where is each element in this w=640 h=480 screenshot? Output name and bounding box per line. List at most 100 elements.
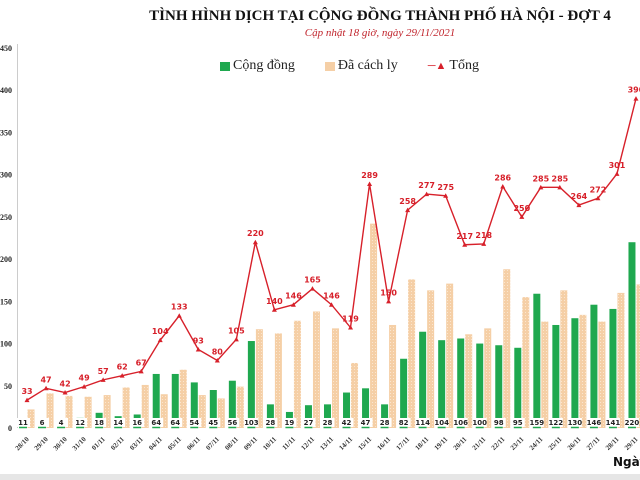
- x-tick-label: 16/11: [376, 435, 393, 452]
- data-label-total: 47: [40, 375, 51, 384]
- legend-item-quarantined: Đã cách ly: [324, 58, 398, 74]
- data-label-bg: [453, 418, 468, 427]
- data-label-bg: [377, 418, 392, 427]
- data-label-bg: [187, 418, 202, 427]
- bar-community: [457, 338, 465, 428]
- data-label-bg: [567, 418, 582, 427]
- point-total: [424, 191, 430, 197]
- data-label-bg: [510, 418, 525, 427]
- bar-quarantined: [598, 321, 606, 428]
- data-label-bg: [54, 418, 69, 427]
- x-tick-label: 13/11: [319, 435, 336, 452]
- data-label-community: 28: [380, 419, 390, 427]
- chart-title: TÌNH HÌNH DỊCH TẠI CỘNG ĐỒNG THÀNH PHỐ H…: [149, 8, 611, 24]
- legend-marker-total-icon: ─▲: [427, 60, 447, 72]
- bar-quarantined: [46, 393, 54, 428]
- bar-community: [190, 382, 198, 428]
- chart-subtitle: Cập nhật 18 giờ, ngày 29/11/2021: [304, 27, 456, 39]
- bar-quarantined: [503, 269, 511, 428]
- bar-quarantined: [331, 328, 339, 428]
- bar-quarantined: [255, 329, 263, 428]
- data-label-bg: [225, 418, 240, 427]
- bar-community: [152, 373, 160, 428]
- data-label-total: 285: [552, 174, 569, 183]
- point-total: [557, 184, 563, 190]
- data-label-total: 33: [21, 387, 32, 396]
- data-label-total: 264: [571, 192, 588, 201]
- legend-item-total: ─▲ Tổng: [428, 58, 479, 74]
- point-total: [538, 184, 544, 190]
- bar-community: [323, 404, 331, 428]
- point-total: [576, 202, 582, 208]
- bar-community: [362, 388, 370, 428]
- bar-community: [571, 318, 579, 428]
- point-total: [62, 390, 68, 395]
- data-label-total: 57: [98, 367, 109, 376]
- x-tick-label: 29/11: [623, 435, 640, 452]
- bar-quarantined: [293, 320, 301, 428]
- data-label-total: 220: [247, 229, 264, 238]
- data-label-community: 45: [208, 419, 218, 427]
- bar-community: [495, 345, 503, 428]
- data-label-bg: [415, 418, 430, 427]
- bar-community: [266, 404, 274, 428]
- bar-community: [171, 373, 179, 428]
- data-label-community: 47: [361, 419, 371, 427]
- bar-community: [514, 347, 522, 428]
- data-label-bg: [301, 418, 316, 427]
- y-tick-label: 350: [0, 128, 12, 137]
- point-total: [309, 286, 315, 291]
- bar-quarantined: [389, 324, 397, 428]
- data-label-total: 289: [361, 171, 378, 180]
- x-tick-label: 05/11: [166, 435, 183, 452]
- bar-quarantined: [312, 311, 320, 428]
- data-label-total: 275: [437, 183, 454, 192]
- x-tick-label: 21/11: [471, 435, 488, 452]
- data-label-community: 82: [399, 419, 409, 427]
- data-label-community: 130: [568, 419, 583, 427]
- data-label-total: 250: [513, 204, 530, 213]
- bar-community: [209, 390, 217, 428]
- x-tick-label: 07/11: [204, 435, 221, 452]
- legend-swatch-community: [220, 61, 230, 71]
- bar-community: [400, 358, 408, 428]
- y-tick-label: 250: [0, 213, 12, 222]
- data-label-total: 119: [342, 315, 359, 324]
- data-label-bg: [130, 418, 145, 427]
- data-label-bg: [396, 418, 411, 427]
- x-tick-label: 14/11: [338, 435, 355, 452]
- x-axis-title: Ngày: [613, 455, 640, 469]
- data-label-total: 80: [212, 347, 224, 356]
- data-label-bg: [320, 418, 335, 427]
- data-label-total: 105: [228, 326, 245, 335]
- bar-community: [533, 293, 541, 428]
- data-label-bg: [111, 418, 126, 427]
- data-label-total: 285: [532, 174, 549, 183]
- point-total: [233, 336, 239, 342]
- data-label-total: 133: [171, 303, 188, 312]
- bar-quarantined: [198, 395, 206, 428]
- x-tick-label: 22/11: [490, 435, 507, 452]
- point-total: [100, 377, 106, 382]
- point-total: [195, 346, 201, 352]
- x-tick-label: 25/11: [547, 435, 564, 452]
- bar-community: [419, 331, 427, 428]
- data-label-bg: [434, 418, 449, 427]
- data-label-bg: [73, 418, 88, 427]
- legend-label-community: Cộng đồng: [233, 58, 295, 73]
- bar-community: [228, 380, 236, 428]
- data-label-community: 103: [244, 419, 259, 427]
- data-label-total: 218: [475, 231, 492, 240]
- point-total: [633, 96, 639, 101]
- data-label-total: 62: [117, 363, 128, 372]
- bar-quarantined: [408, 279, 416, 428]
- point-total: [519, 214, 525, 219]
- data-label-community: 100: [472, 419, 487, 427]
- data-label-total: 165: [304, 276, 321, 285]
- legend-label-total: Tổng: [449, 58, 479, 73]
- bar-quarantined: [217, 398, 225, 428]
- data-label-community: 42: [342, 419, 352, 427]
- bar-quarantined: [274, 333, 282, 428]
- data-label-community: 95: [513, 419, 523, 427]
- x-tick-label: 29/10: [33, 435, 50, 452]
